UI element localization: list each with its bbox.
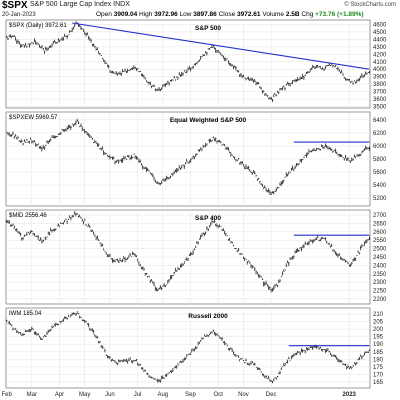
y-tick-label: 2250 bbox=[373, 289, 387, 295]
volume-value: 2.5B bbox=[285, 11, 300, 18]
y-tick-label: 2550 bbox=[373, 238, 387, 244]
panel-label: $SPX (Daily) 3972.61 bbox=[9, 23, 67, 29]
volume-label: Volume bbox=[262, 11, 285, 18]
y-tick-label: 200 bbox=[373, 327, 384, 333]
y-tick-label: 4500 bbox=[373, 30, 387, 36]
y-tick-label: 2350 bbox=[373, 272, 387, 278]
panel-2: 5200 5400 5600 5800 6000 6200 6400 Equal Weight… bbox=[5, 111, 387, 207]
y-tick-label: 2200 bbox=[373, 297, 387, 303]
change-label: Chg bbox=[301, 11, 314, 18]
y-tick-label: 4000 bbox=[373, 67, 387, 73]
y-tick-label: 205 bbox=[373, 320, 384, 326]
y-tick-label: 185 bbox=[373, 350, 384, 356]
panel-label: IWM 185.04 bbox=[9, 311, 42, 317]
panel-title: Russell 2000 bbox=[188, 313, 228, 320]
chart-header: $SPX S&P 500 Large Cap Index INDX © Stoc… bbox=[0, 0, 400, 22]
y-tick-label: 2650 bbox=[373, 221, 387, 227]
y-tick-label: 165 bbox=[373, 380, 384, 386]
y-tick-label: 2450 bbox=[373, 255, 387, 261]
y-tick-label: 210 bbox=[373, 312, 384, 318]
y-tick-label: 170 bbox=[373, 372, 384, 378]
x-tick-label: Dec bbox=[266, 392, 277, 398]
y-tick-label: 4600 bbox=[373, 22, 387, 28]
x-tick-label: Nov bbox=[238, 392, 249, 398]
panel-title: S&P 500 bbox=[195, 25, 221, 32]
low-label: Low bbox=[179, 11, 192, 18]
y-tick-label: 4400 bbox=[373, 37, 387, 43]
y-tick-label: 5600 bbox=[373, 170, 387, 176]
x-tick-label: Jun bbox=[105, 392, 115, 398]
y-tick-label: 3800 bbox=[373, 82, 387, 88]
y-tick-label: 195 bbox=[373, 335, 384, 341]
x-tick-label: May bbox=[79, 392, 90, 398]
panel-title: S&P 400 bbox=[195, 215, 221, 222]
x-tick-label: Feb bbox=[1, 392, 12, 398]
y-tick-label: 3500 bbox=[373, 105, 387, 111]
y-tick-label: 4200 bbox=[373, 52, 387, 58]
y-tick-label: 3600 bbox=[373, 97, 387, 103]
y-tick-label: 2300 bbox=[373, 280, 387, 286]
x-tick-label: Mar bbox=[27, 392, 37, 398]
brand-watermark: © StockCharts.com bbox=[344, 2, 396, 8]
plot-area bbox=[5, 19, 371, 109]
y-tick-label: 6200 bbox=[373, 131, 387, 137]
open-label: Open bbox=[96, 11, 112, 18]
y-tick-label: 5800 bbox=[373, 157, 387, 163]
x-tick-label: Jul bbox=[134, 392, 142, 398]
high-value: 3972.96 bbox=[154, 11, 178, 18]
y-tick-label: 2700 bbox=[373, 213, 387, 219]
y-tick-label: 2400 bbox=[373, 263, 387, 269]
panel-label: $MID 2556.46 bbox=[9, 213, 47, 219]
x-tick-label: Aug bbox=[157, 392, 168, 398]
high-label: High bbox=[139, 11, 153, 18]
y-tick-label: 180 bbox=[373, 357, 384, 363]
y-tick-label: 4300 bbox=[373, 45, 387, 51]
ohlc-readout: Open 3909.04 High 3972.96 Low 3897.86 Cl… bbox=[96, 11, 364, 18]
y-tick-label: 3700 bbox=[373, 90, 387, 96]
x-tick-label: Oct bbox=[214, 392, 224, 398]
panel-3: 2200 2250 2300 2350 2400 2450 2500 2550 2600 2650… bbox=[5, 209, 387, 305]
panel-title: Equal Weighted S&P 500 bbox=[170, 117, 247, 124]
y-tick-label: 2600 bbox=[373, 230, 387, 236]
y-tick-label: 3900 bbox=[373, 75, 387, 81]
low-value: 3897.86 bbox=[193, 11, 217, 18]
ticker-symbol: $SPX bbox=[2, 0, 28, 11]
y-tick-label: 4100 bbox=[373, 60, 387, 66]
y-tick-label: 5400 bbox=[373, 183, 387, 189]
open-value: 3909.04 bbox=[113, 11, 138, 18]
trendline bbox=[72, 22, 370, 70]
close-label: Close bbox=[218, 11, 236, 18]
x-tick-label: Sep bbox=[185, 392, 196, 398]
y-tick-label: 175 bbox=[373, 365, 384, 371]
y-tick-label: 6000 bbox=[373, 144, 387, 150]
instrument-name: S&P 500 Large Cap Index INDX bbox=[30, 1, 130, 8]
x-tick-label: Apr bbox=[55, 392, 64, 398]
change-value: +73.76 (+1.89%) bbox=[315, 11, 364, 18]
quote-date: 20-Jan-2023 bbox=[2, 12, 36, 18]
y-tick-label: 6400 bbox=[373, 118, 387, 124]
y-tick-label: 2500 bbox=[373, 247, 387, 253]
plot-area bbox=[5, 307, 371, 389]
y-tick-label: 5200 bbox=[373, 196, 387, 202]
x-tick-label: 2023 bbox=[343, 392, 357, 398]
y-tick-label: 190 bbox=[373, 342, 384, 348]
panel-label: $SPXEW 5969.57 bbox=[9, 115, 58, 121]
close-value: 3972.61 bbox=[237, 11, 261, 18]
